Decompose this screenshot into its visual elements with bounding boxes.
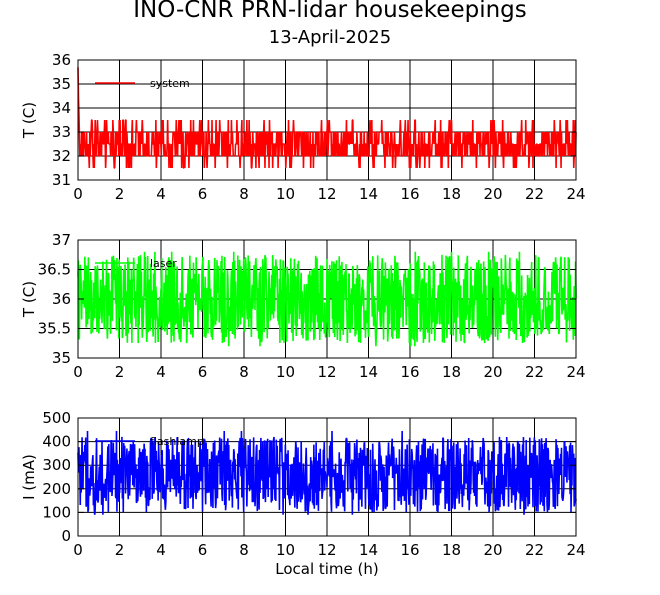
x-tick-label: 18	[442, 363, 461, 381]
y-axis-label: T (C)	[20, 281, 38, 318]
x-tick-label: 0	[73, 363, 83, 381]
x-tick-label: 22	[525, 541, 544, 559]
x-tick-label: 18	[442, 541, 461, 559]
y-tick-label: 32	[52, 147, 71, 165]
y-axis-label: I (mA)	[20, 454, 38, 500]
x-tick-label: 4	[156, 541, 166, 559]
x-tick-label: 8	[239, 541, 249, 559]
x-tick-label: 4	[156, 185, 166, 203]
series-line-laser	[77, 251, 577, 347]
y-tick-label: 200	[42, 480, 71, 498]
x-tick-label: 14	[359, 185, 378, 203]
x-tick-label: 14	[359, 541, 378, 559]
x-tick-label: 2	[115, 541, 125, 559]
x-tick-label: 0	[73, 185, 83, 203]
x-tick-label: 8	[239, 185, 249, 203]
legend-label-laser: laser	[150, 257, 177, 270]
y-tick-label: 31	[52, 171, 71, 189]
x-tick-label: 0	[73, 541, 83, 559]
y-tick-label: 400	[42, 433, 71, 451]
legend-label-system: system	[150, 77, 190, 90]
x-tick-label: 14	[359, 363, 378, 381]
x-tick-label: 6	[198, 185, 208, 203]
y-tick-label: 500	[42, 409, 71, 427]
x-tick-label: 10	[276, 363, 295, 381]
y-tick-label: 100	[42, 503, 71, 521]
x-tick-label: 10	[276, 185, 295, 203]
y-tick-label: 34	[52, 99, 71, 117]
chart-title: INO-CNR PRN-lidar housekeepings	[133, 0, 527, 23]
x-tick-label: 16	[400, 363, 419, 381]
x-tick-label: 4	[156, 363, 166, 381]
x-tick-label: 20	[483, 185, 502, 203]
x-tick-label: 24	[566, 541, 585, 559]
x-tick-label: 2	[115, 185, 125, 203]
x-tick-label: 6	[198, 541, 208, 559]
x-tick-label: 12	[317, 363, 336, 381]
x-tick-label: 24	[566, 363, 585, 381]
y-tick-label: 36.5	[38, 261, 71, 279]
x-tick-label: 18	[442, 185, 461, 203]
x-tick-label: 6	[198, 363, 208, 381]
x-tick-label: 20	[483, 541, 502, 559]
x-tick-label: 22	[525, 363, 544, 381]
y-tick-label: 36	[52, 51, 71, 69]
x-axis-label: Local time (h)	[275, 560, 379, 578]
x-tick-label: 2	[115, 363, 125, 381]
x-tick-label: 22	[525, 185, 544, 203]
x-tick-label: 24	[566, 185, 585, 203]
series-line-system	[77, 67, 577, 169]
y-tick-label: 0	[61, 527, 71, 545]
x-tick-label: 8	[239, 363, 249, 381]
y-tick-label: 35	[52, 75, 71, 93]
y-tick-label: 35.5	[38, 320, 71, 338]
y-tick-label: 36	[52, 290, 71, 308]
x-tick-label: 10	[276, 541, 295, 559]
y-axis-label: T (C)	[20, 102, 38, 139]
y-tick-label: 300	[42, 456, 71, 474]
x-tick-label: 20	[483, 363, 502, 381]
x-tick-label: 12	[317, 541, 336, 559]
y-tick-label: 35	[52, 349, 71, 367]
series-line-flashlamp	[77, 430, 577, 515]
y-tick-label: 33	[52, 123, 71, 141]
legend-label-flashlamp: flashlamp	[150, 435, 204, 448]
x-tick-label: 16	[400, 541, 419, 559]
x-tick-label: 12	[317, 185, 336, 203]
chart-date-subtitle: 13-April-2025	[268, 27, 392, 48]
y-tick-label: 37	[52, 231, 71, 249]
x-tick-label: 16	[400, 185, 419, 203]
